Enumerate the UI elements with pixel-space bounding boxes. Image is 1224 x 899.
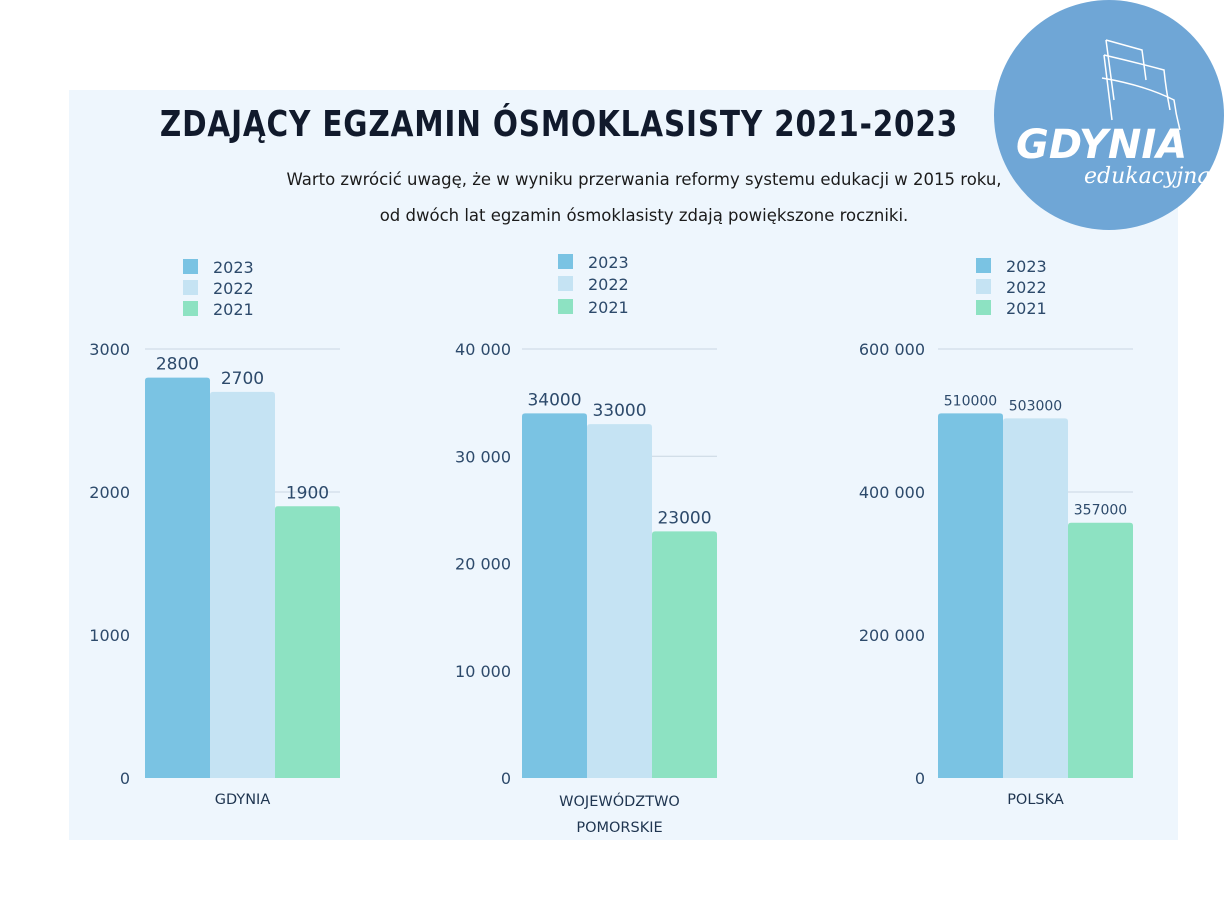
data-label: 33000 — [592, 401, 646, 421]
legend-label: 2023 — [588, 253, 629, 272]
category-label: POLSKA — [1007, 792, 1064, 808]
logo-subtext: edukacyjna — [1084, 164, 1211, 189]
data-label: 503000 — [1009, 398, 1062, 414]
y-tick-label: 40 000 — [455, 340, 511, 359]
y-tick-label: 3000 — [89, 340, 130, 359]
legend-label: 2022 — [588, 275, 629, 294]
legend-label: 2023 — [213, 258, 254, 277]
legend-swatch-2023 — [976, 258, 991, 273]
data-label: 23000 — [657, 508, 711, 528]
legend-swatch-2021 — [558, 299, 573, 314]
y-tick-label: 2000 — [89, 483, 130, 502]
subtitle-line-2: od dwóch lat egzamin ósmoklasisty zdają … — [379, 206, 909, 225]
legend-swatch-2022 — [183, 280, 198, 295]
legend-label: 2021 — [1006, 299, 1047, 318]
legend-swatch-2021 — [976, 300, 991, 315]
data-label: 34000 — [527, 390, 581, 410]
bar-2022 — [587, 424, 652, 778]
legend-label: 2022 — [213, 279, 254, 298]
gdynia-edukacyjna-logo: GDYNIA edukacyjna — [994, 0, 1224, 230]
data-label: 1900 — [286, 483, 329, 503]
legend-swatch-2022 — [976, 279, 991, 294]
data-label: 357000 — [1074, 503, 1127, 519]
category-label: POMORSKIE — [576, 820, 662, 836]
y-tick-label: 0 — [120, 769, 130, 788]
data-label: 510000 — [944, 393, 997, 409]
bar-2022 — [1003, 418, 1068, 778]
y-tick-label: 10 000 — [455, 662, 511, 681]
bar-2021 — [275, 506, 340, 778]
y-tick-label: 600 000 — [859, 340, 925, 359]
legend-label: 2023 — [1006, 257, 1047, 276]
y-tick-label: 0 — [501, 769, 511, 788]
y-tick-label: 200 000 — [859, 626, 925, 645]
bar-2021 — [652, 531, 717, 778]
y-tick-label: 20 000 — [455, 555, 511, 574]
category-label: WOJEWÓDZTWO — [559, 792, 680, 810]
page-title: ZDAJĄCY EGZAMIN ÓSMOKLASISTY 2021-2023 — [159, 104, 959, 145]
legend-swatch-2022 — [558, 276, 573, 291]
bar-2023 — [938, 413, 1003, 778]
bar-2023 — [522, 413, 587, 778]
logo-text: GDYNIA — [1016, 122, 1187, 168]
legend-swatch-2021 — [183, 301, 198, 316]
legend-swatch-2023 — [558, 254, 573, 269]
bar-2022 — [210, 391, 275, 778]
ship-sails-icon: GDYNIA edukacyjna — [1016, 39, 1211, 189]
legend-label: 2022 — [1006, 278, 1047, 297]
subtitle-line-1: Warto zwrócić uwagę, że w wyniku przerwa… — [286, 170, 1002, 189]
y-tick-label: 30 000 — [455, 447, 511, 466]
legend-label: 2021 — [588, 298, 629, 317]
data-label: 2800 — [156, 355, 199, 375]
data-label: 2700 — [221, 369, 264, 389]
y-tick-label: 400 000 — [859, 483, 925, 502]
legend-swatch-2023 — [183, 259, 198, 274]
y-tick-label: 1000 — [89, 626, 130, 645]
y-tick-label: 0 — [915, 769, 925, 788]
category-label: GDYNIA — [215, 792, 271, 808]
bar-2023 — [145, 377, 210, 778]
bar-2021 — [1068, 522, 1133, 778]
legend-label: 2021 — [213, 300, 254, 319]
